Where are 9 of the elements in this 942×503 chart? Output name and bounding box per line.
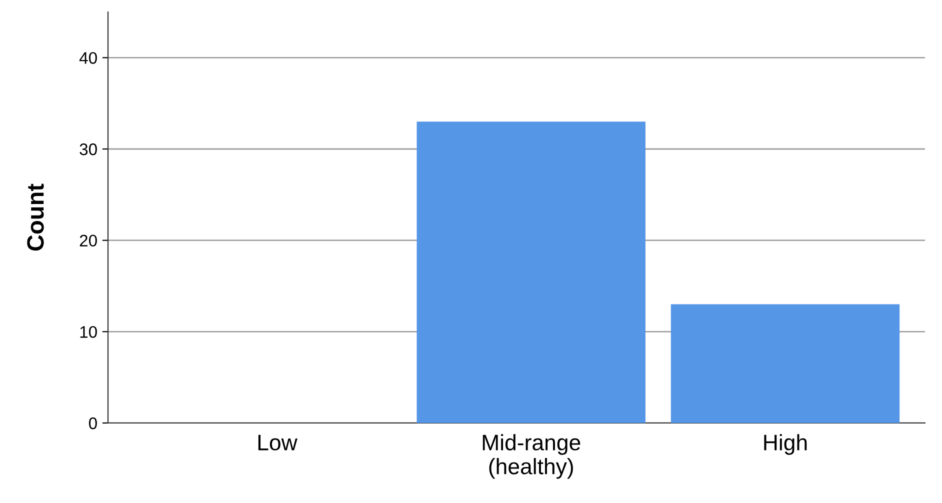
- x-tick-label: Mid-range (healthy): [482, 434, 580, 479]
- y-axis-title: Count: [27, 184, 44, 251]
- y-tick-label: 20: [80, 234, 97, 247]
- y-tick-label: 0: [88, 417, 97, 430]
- y-tick-label: 30: [80, 143, 97, 156]
- x-tick-label: High: [764, 434, 807, 455]
- y-tick-label: 10: [80, 326, 97, 338]
- x-tick-label: Low: [258, 434, 298, 450]
- y-tick-label: 40: [79, 52, 97, 64]
